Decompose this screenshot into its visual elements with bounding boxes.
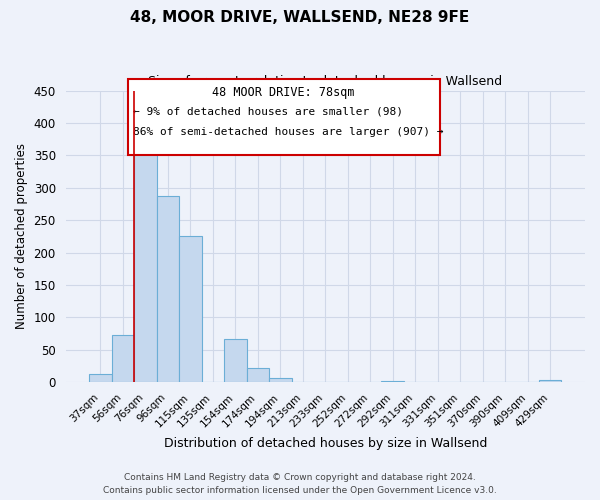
Bar xyxy=(112,336,134,382)
Bar xyxy=(134,147,157,382)
Text: 48 MOOR DRIVE: 78sqm: 48 MOOR DRIVE: 78sqm xyxy=(212,86,355,99)
Bar xyxy=(89,374,112,382)
Text: Contains HM Land Registry data © Crown copyright and database right 2024.
Contai: Contains HM Land Registry data © Crown c… xyxy=(103,474,497,495)
FancyBboxPatch shape xyxy=(128,79,440,154)
Bar xyxy=(179,236,202,382)
Bar xyxy=(382,381,404,382)
Bar xyxy=(269,378,292,382)
Title: Size of property relative to detached houses in Wallsend: Size of property relative to detached ho… xyxy=(148,75,502,88)
X-axis label: Distribution of detached houses by size in Wallsend: Distribution of detached houses by size … xyxy=(164,437,487,450)
Text: 86% of semi-detached houses are larger (907) →: 86% of semi-detached houses are larger (… xyxy=(133,127,443,137)
Bar xyxy=(157,196,179,382)
Bar xyxy=(247,368,269,382)
Bar xyxy=(224,338,247,382)
Bar xyxy=(539,380,562,382)
Text: 48, MOOR DRIVE, WALLSEND, NE28 9FE: 48, MOOR DRIVE, WALLSEND, NE28 9FE xyxy=(130,10,470,25)
Y-axis label: Number of detached properties: Number of detached properties xyxy=(15,144,28,330)
Text: ← 9% of detached houses are smaller (98): ← 9% of detached houses are smaller (98) xyxy=(133,106,403,117)
